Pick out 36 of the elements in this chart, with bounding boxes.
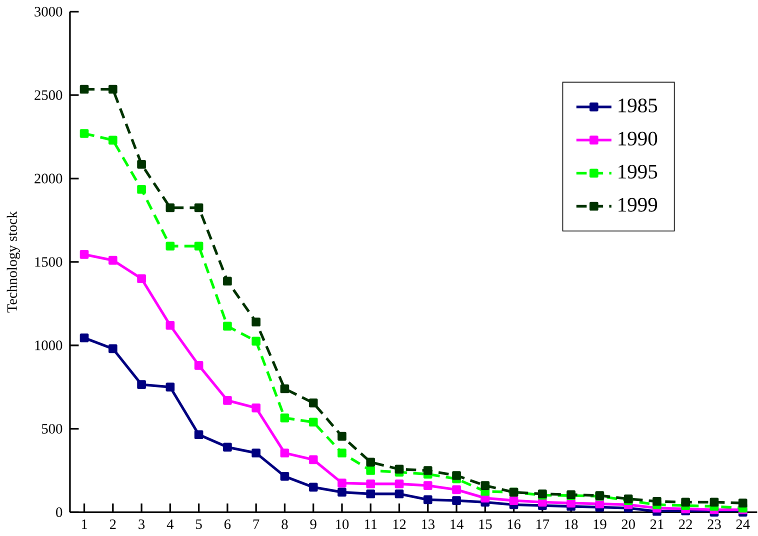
x-tick-label: 19 — [594, 519, 606, 530]
legend-label: 1990 — [618, 132, 658, 146]
legend-label: 1995 — [618, 164, 658, 179]
y-tick-label: 1500 — [35, 257, 62, 267]
x-tick-label: 6 — [224, 519, 231, 530]
x-tick-label: 24 — [736, 519, 750, 529]
x-tick-label: 23 — [708, 519, 721, 530]
x-tick-label: 5 — [196, 519, 202, 530]
x-tick-label: 16 — [508, 519, 521, 530]
x-tick-label: 14 — [450, 519, 464, 529]
y-tick-label: 0 — [56, 507, 62, 518]
x-tick-label: 2 — [110, 519, 116, 529]
legend-label: 1999 — [618, 198, 658, 212]
x-tick-label: 1 — [82, 519, 87, 529]
x-tick-label: 18 — [565, 519, 578, 530]
y-tick-label: 3000 — [34, 6, 62, 17]
y-axis-title: Technology stock — [6, 211, 20, 312]
x-tick-label: 9 — [310, 519, 316, 530]
x-tick-label: 7 — [253, 519, 260, 529]
y-tick-label: 1000 — [35, 340, 62, 350]
y-tick-label: 2500 — [34, 90, 62, 100]
x-tick-label: 13 — [422, 519, 435, 530]
x-tick-label: 3 — [138, 519, 145, 530]
x-tick-label: 15 — [479, 519, 492, 530]
x-tick-label: 21 — [650, 519, 664, 529]
x-tick-label: 11 — [364, 519, 377, 529]
legend-label: 1985 — [618, 98, 658, 112]
y-tick-label: 500 — [42, 424, 62, 434]
x-tick-label: 4 — [166, 519, 174, 529]
x-tick-label: 22 — [679, 519, 692, 529]
x-tick-label: 10 — [336, 519, 349, 530]
x-tick-label: 12 — [393, 519, 406, 529]
x-tick-label: 20 — [622, 519, 635, 530]
x-tick-label: 17 — [536, 519, 550, 529]
x-tick-label: 8 — [282, 519, 288, 530]
y-tick-label: 2000 — [34, 174, 62, 184]
